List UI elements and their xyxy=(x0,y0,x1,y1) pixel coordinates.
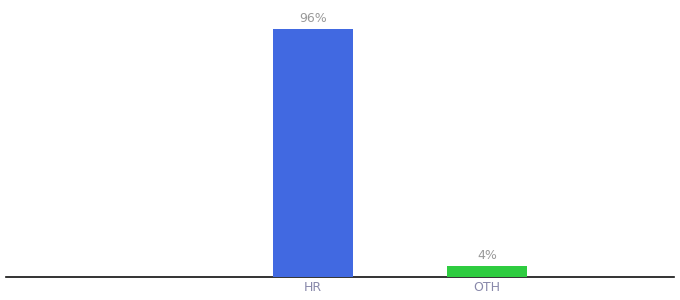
Bar xyxy=(273,29,354,277)
Bar xyxy=(447,266,527,277)
Text: 4%: 4% xyxy=(477,249,497,262)
Text: 96%: 96% xyxy=(299,12,327,25)
